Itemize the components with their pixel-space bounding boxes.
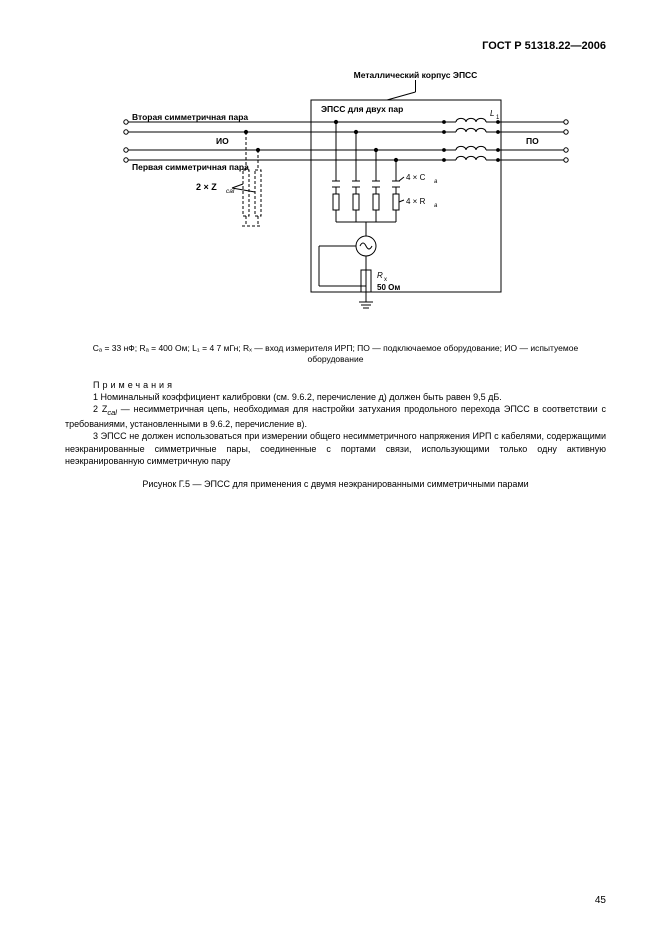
note-3: 3 ЭПСС не должен использоваться при изме… xyxy=(65,430,606,466)
svg-text:Вторая симметричная пара: Вторая симметричная пара xyxy=(132,112,248,122)
page-number: 45 xyxy=(595,895,606,906)
component-parameters: Cₐ = 33 нФ; Rₐ = 400 Ом; L₁ = 4 7 мГн; R… xyxy=(65,343,606,365)
figure-caption: Рисунок Г.5 — ЭПСС для применения с двум… xyxy=(65,479,606,489)
svg-text:4 × R: 4 × R xyxy=(406,197,426,206)
params-text-2: оборудование xyxy=(308,354,364,364)
doc-id-header: ГОСТ Р 51318.22—2006 xyxy=(65,40,606,52)
page: ГОСТ Р 51318.22—2006 Металлический корпу… xyxy=(0,0,661,936)
svg-text:cal: cal xyxy=(226,188,235,195)
params-text-1: Cₐ = 33 нФ; Rₐ = 400 Ом; L₁ = 4 7 мГн; R… xyxy=(93,343,578,353)
circuit-diagram: Металлический корпус ЭПСС ЭПСС для двух п… xyxy=(96,66,576,331)
svg-text:L: L xyxy=(490,109,494,118)
note-2: 2 Zcal — несимметричная цепь, необходима… xyxy=(65,403,606,430)
svg-text:Первая симметричная пара: Первая симметричная пара xyxy=(132,162,249,172)
note-2-sub: cal xyxy=(107,408,117,417)
svg-text:R: R xyxy=(377,271,383,280)
svg-text:50 Ом: 50 Ом xyxy=(377,283,400,292)
notes-title: Примечания xyxy=(65,379,606,391)
svg-text:a: a xyxy=(434,203,438,209)
svg-text:ПО: ПО xyxy=(526,136,539,146)
svg-text:2 × Z: 2 × Z xyxy=(196,182,217,192)
svg-text:ЭПСС для двух пар: ЭПСС для двух пар xyxy=(321,104,403,114)
notes-block: Примечания 1 Номинальный коэффициент кал… xyxy=(65,379,606,467)
svg-text:Металлический корпус ЭПСС: Металлический корпус ЭПСС xyxy=(353,70,477,80)
svg-text:4 × C: 4 × C xyxy=(406,173,426,182)
note-2-prefix: 2 Z xyxy=(93,404,107,414)
note-2-rest: — несимметричная цепь, необходимая для н… xyxy=(65,404,606,429)
svg-text:ИО: ИО xyxy=(216,136,229,146)
note-1: 1 Номинальный коэффициент калибровки (см… xyxy=(65,391,606,403)
svg-text:1: 1 xyxy=(496,115,500,121)
svg-text:a: a xyxy=(434,179,438,185)
